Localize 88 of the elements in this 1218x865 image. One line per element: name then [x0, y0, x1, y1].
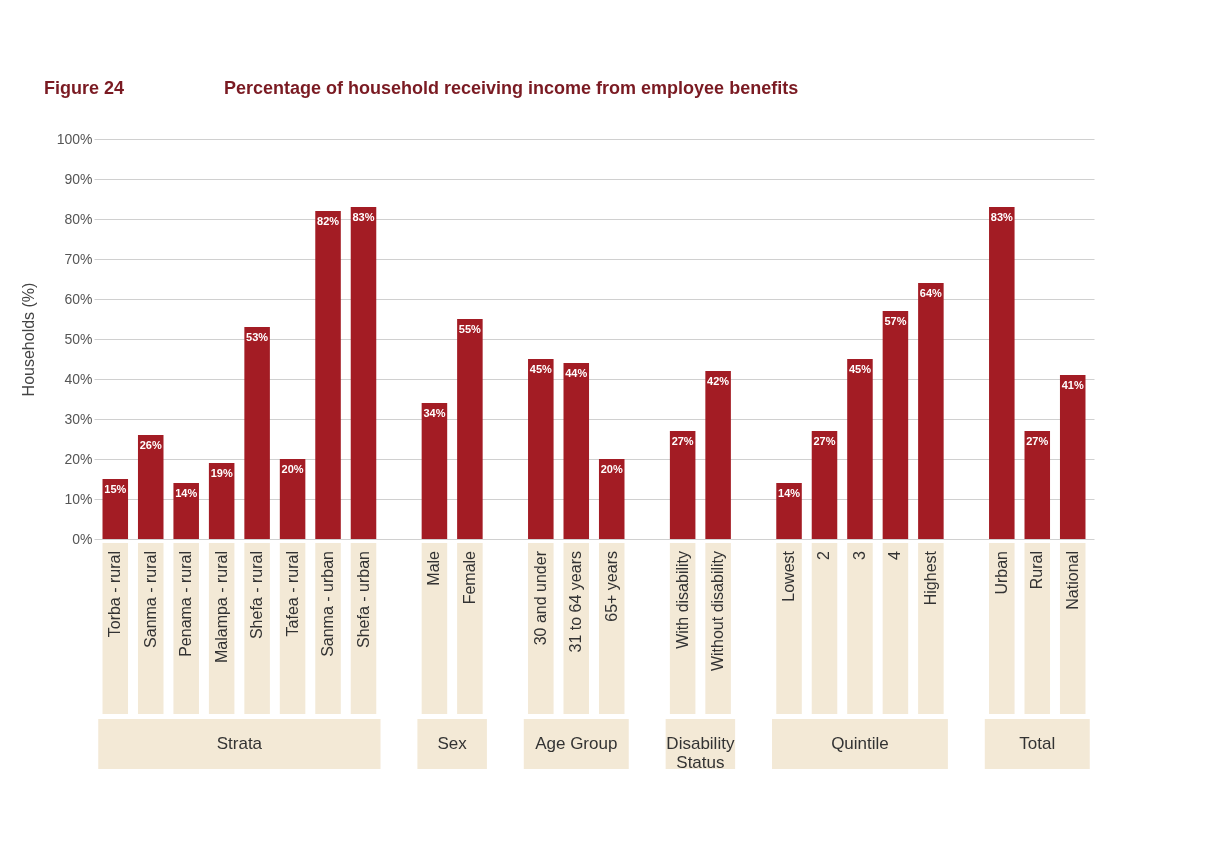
x-tick-label: Malampa - rural	[212, 551, 230, 664]
y-tick-label: 90%	[64, 170, 93, 187]
bar	[457, 319, 483, 539]
data-label: 55%	[458, 323, 482, 335]
text: Total	[1019, 734, 1056, 753]
bar	[705, 371, 731, 539]
x-tick-label: 2	[815, 550, 833, 560]
x-tick-label: Sanma - urban	[319, 551, 337, 657]
x-tick-label: Lowest	[780, 550, 798, 602]
y-tick-label: 80%	[64, 210, 93, 227]
data-label: 83%	[990, 211, 1014, 223]
data-label: 20%	[600, 463, 623, 475]
x-tick-label: Rural	[1028, 551, 1046, 590]
x-tick-label: Tafea - rural	[283, 551, 301, 637]
data-label: 27%	[1026, 435, 1049, 447]
text: Disability Status	[666, 734, 735, 772]
data-label: 20%	[281, 463, 304, 475]
x-tick-label: With disability	[673, 551, 691, 649]
x-tick-label: Highest	[921, 550, 939, 606]
bar	[208, 463, 235, 539]
bar	[279, 459, 306, 539]
x-tick-label: Urban	[992, 551, 1010, 595]
text: Quintile	[831, 734, 889, 753]
data-label: 64%	[919, 287, 943, 299]
x-tick-label: 30 and under	[531, 550, 549, 646]
y-tick-label: 0%	[72, 530, 93, 547]
data-label: 83%	[352, 211, 375, 223]
data-label: 15%	[104, 483, 127, 495]
x-tick-label: 4	[886, 550, 904, 560]
data-label: 14%	[175, 487, 198, 499]
bar	[1024, 431, 1051, 539]
data-label: 42%	[707, 375, 730, 387]
chart-title: Percentage of household receiving income from employee benefits	[224, 78, 799, 98]
bar	[421, 403, 448, 539]
y-tick-label: 20%	[64, 450, 93, 467]
bar	[528, 359, 554, 539]
bar	[598, 459, 625, 539]
data-label: 82%	[317, 215, 340, 227]
x-tick-label: Without disability	[709, 551, 727, 672]
bar	[882, 311, 909, 539]
x-tick-label: National	[1063, 551, 1081, 610]
x-tick-label: 3	[850, 550, 868, 560]
bar	[315, 211, 341, 539]
x-tick-label: Female	[460, 550, 478, 605]
data-label: 53%	[246, 331, 269, 343]
y-tick-label: 60%	[64, 290, 93, 307]
data-label: 26%	[139, 439, 162, 451]
x-tick-label: Shefa - urban	[354, 551, 372, 648]
bar	[811, 431, 838, 539]
y-tick-label: 100%	[56, 130, 93, 147]
data-label: 57%	[884, 315, 907, 327]
bar	[563, 363, 590, 539]
bar	[847, 359, 873, 539]
bar	[918, 283, 944, 539]
data-label: 27%	[671, 435, 694, 447]
data-label: 34%	[423, 407, 446, 419]
bar	[669, 431, 696, 539]
chart-subtitle: Figure 24	[44, 78, 125, 98]
bar	[776, 483, 802, 539]
y-tick-label: 50%	[64, 330, 93, 347]
bar	[350, 207, 377, 539]
data-label: 41%	[1061, 379, 1084, 391]
data-label: 44%	[565, 367, 588, 379]
text: Sex	[437, 734, 468, 753]
data-label: 45%	[529, 363, 553, 375]
y-tick-label: 40%	[64, 370, 93, 387]
data-label: 19%	[210, 467, 233, 479]
y-tick-label: 70%	[64, 250, 93, 267]
bar	[173, 483, 199, 539]
y-tick-label: 30%	[64, 410, 93, 427]
data-label: 27%	[813, 435, 836, 447]
x-tick-label: Sanma - rural	[141, 551, 159, 648]
bar	[989, 207, 1015, 539]
data-label: 14%	[778, 487, 801, 499]
data-label: 45%	[848, 363, 872, 375]
text: Strata	[216, 734, 263, 753]
y-axis-title: Households (%)	[19, 282, 37, 397]
x-tick-label: 31 to 64 years	[567, 551, 585, 653]
text: Age Group	[535, 734, 618, 753]
x-tick-label: 65+ years	[602, 551, 620, 622]
x-tick-label: Male	[425, 550, 443, 586]
y-tick-label: 10%	[64, 490, 93, 507]
x-tick-label: Torba - rural	[106, 551, 124, 638]
bar	[244, 327, 270, 539]
x-tick-label: Shefa - rural	[248, 551, 266, 640]
bar	[1059, 375, 1086, 539]
bar	[137, 435, 164, 539]
x-tick-label: Penama - rural	[177, 551, 195, 657]
